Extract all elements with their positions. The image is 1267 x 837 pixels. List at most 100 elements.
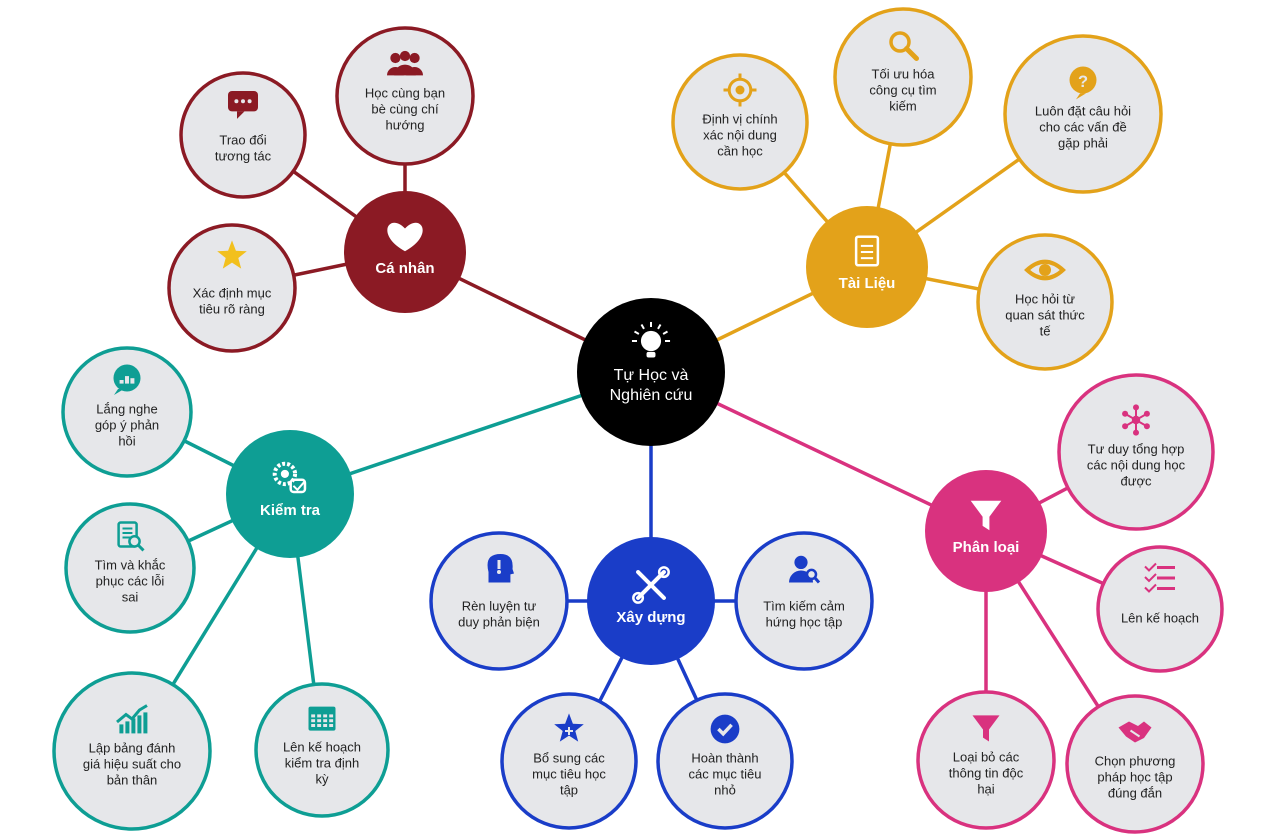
- leaf-circle: [335, 26, 475, 166]
- leaf-circle: [1065, 694, 1205, 834]
- leaf-label: được: [1121, 473, 1152, 488]
- leaf-label: quan sát thức: [1005, 307, 1085, 322]
- funnel-icon: [972, 715, 1000, 742]
- leaf-label: Trao đổi: [219, 132, 266, 147]
- checklist-icon: [1144, 562, 1175, 593]
- hub-circle: [925, 470, 1047, 592]
- hub-node-kiem-tra[interactable]: Kiểm tra: [226, 430, 354, 558]
- leaf-label: kỳ: [316, 771, 330, 786]
- leaf-label: bản thân: [107, 772, 158, 787]
- leaf-circle: [167, 223, 297, 353]
- hub-label: Kiểm tra: [260, 502, 321, 519]
- hub-label: Tài Liệu: [839, 275, 896, 292]
- center-label: Tự Học và: [614, 367, 689, 384]
- hub-circle: [806, 206, 928, 328]
- leaf-label: các nội dung học: [1087, 457, 1186, 472]
- center-circle: [577, 298, 725, 446]
- leaf-circle: [500, 692, 638, 830]
- leaf-label: bè cùng chí: [371, 101, 439, 116]
- document-icon: [854, 235, 880, 267]
- leaf-label: hứng học tập: [766, 614, 843, 629]
- leaf-label: gặp phải: [1058, 135, 1108, 150]
- leaf-label: kiếm: [889, 98, 916, 113]
- gears-check-icon: [272, 461, 307, 494]
- lightbulb-icon: [631, 321, 671, 358]
- leaf-label: duy phản biện: [458, 614, 540, 629]
- line-chart-icon: [116, 704, 148, 734]
- leaf-circle: [734, 531, 874, 671]
- leaf-label: Định vị chính: [702, 111, 777, 126]
- star-plus-icon: [554, 713, 584, 742]
- leaf-label: Lập bảng đánh: [89, 740, 176, 755]
- head-alert-icon: [487, 554, 514, 583]
- leaf-label: Tối ưu hóa: [872, 66, 936, 81]
- leaf-label: Rèn luyện tư: [462, 598, 537, 613]
- calendar-icon: [308, 706, 336, 731]
- leaf-label: hại: [977, 781, 994, 796]
- star-icon: [217, 240, 247, 269]
- heart-icon: [387, 222, 423, 252]
- center-label: Nghiên cứu: [610, 387, 693, 404]
- leaf-label: Lên kế hoạch: [283, 739, 361, 754]
- leaf-label: tiêu rõ ràng: [199, 301, 265, 316]
- center-node[interactable]: Tự Học và Nghiên cứu: [577, 298, 725, 446]
- leaf-label: Học hỏi từ: [1015, 291, 1075, 306]
- hub-circle: [226, 430, 354, 558]
- leaf-circle: [64, 502, 196, 634]
- leaf-label: Hoàn thành: [691, 750, 758, 765]
- leaf-node-len-ke-hoach[interactable]: Lên kế hoạch: [1096, 545, 1224, 673]
- leaf-label: thông tin độc: [949, 765, 1024, 780]
- leaf-label: góp ý phản: [95, 417, 159, 432]
- leaf-label: xác nội dung: [703, 127, 777, 142]
- hub-label: Phân loại: [953, 539, 1020, 556]
- leaf-circle: [1003, 34, 1163, 194]
- hub-circle: [587, 537, 715, 665]
- leaf-label: Lên kế hoạch: [1121, 610, 1199, 625]
- leaf-circle: [254, 682, 390, 818]
- leaf-label: nhỏ: [714, 782, 736, 797]
- leaf-circle: [833, 7, 973, 147]
- chart-bubble-icon: [113, 364, 141, 395]
- leaf-label: mục tiêu học: [532, 766, 606, 781]
- network-icon: [1122, 404, 1150, 436]
- leaf-circle: [656, 692, 794, 830]
- document-search-icon: [117, 521, 145, 552]
- leaf-label: cần học: [717, 143, 763, 158]
- leaf-label: hướng: [386, 117, 425, 132]
- hub-node-phan-loai[interactable]: Phân loại: [925, 470, 1047, 592]
- hub-node-xay-dung[interactable]: Xây dựng: [587, 537, 715, 665]
- leaf-circle: [179, 71, 307, 199]
- question-bubble-icon: ?: [1069, 66, 1097, 100]
- tools-icon: [632, 566, 670, 604]
- leaf-label: sai: [122, 589, 139, 604]
- leaf-label: Lắng nghe: [96, 401, 157, 416]
- target-icon: [723, 73, 757, 107]
- leaf-circle: [61, 346, 193, 478]
- leaf-label: tế: [1040, 323, 1052, 338]
- leaf-label: tương tác: [215, 148, 272, 163]
- funnel-icon: [970, 500, 1002, 531]
- hub-node-tai-lieu[interactable]: Tài Liệu: [806, 206, 928, 328]
- leaf-label: Luôn đặt câu hỏi: [1035, 103, 1131, 118]
- leaf-label: phục các lỗi: [96, 573, 165, 588]
- hub-node-ca-nhan[interactable]: Cá nhân: [344, 191, 466, 313]
